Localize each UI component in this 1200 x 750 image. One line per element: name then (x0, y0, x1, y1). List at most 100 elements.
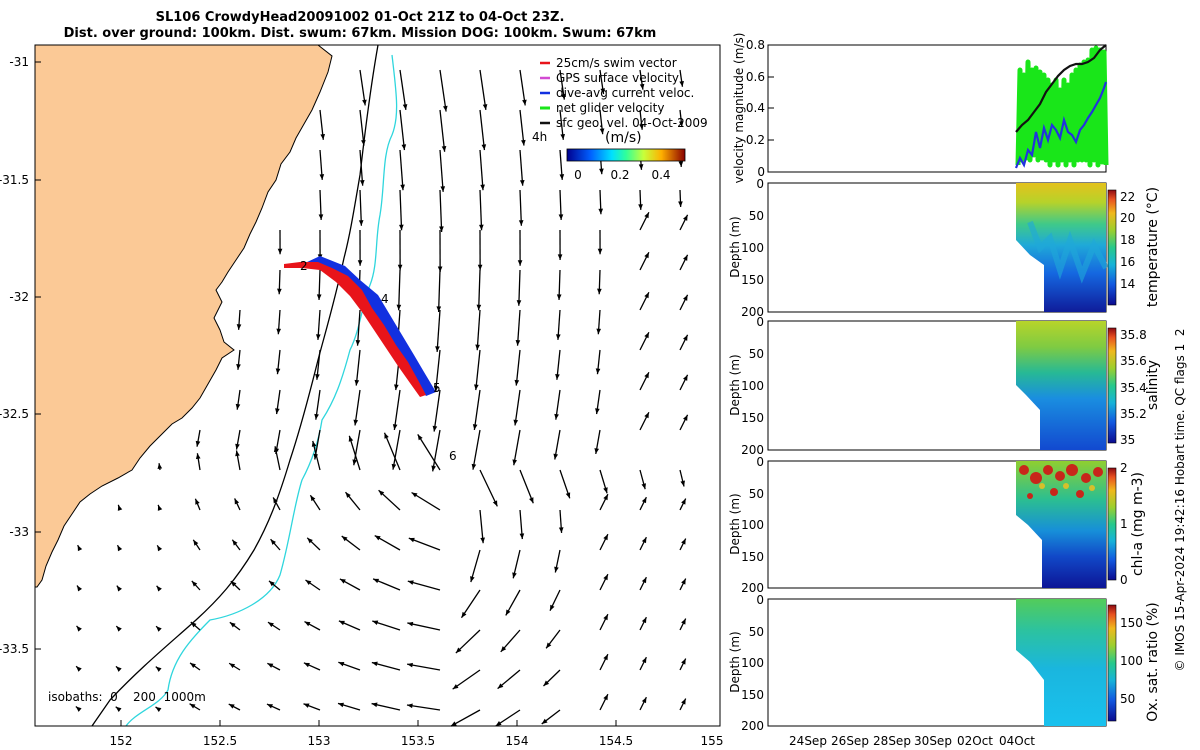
track-label-6: 6 (449, 449, 457, 463)
current-arrowhead (553, 453, 559, 460)
current-arrowhead (519, 533, 525, 540)
current-arrow (460, 589, 481, 619)
current-arrowhead (157, 504, 163, 511)
current-arrowhead (115, 666, 122, 672)
current-arrowhead (641, 617, 647, 624)
chl-cbtick: 0 (1120, 573, 1128, 587)
current-arrowhead (341, 536, 348, 542)
salinity-panel: 0 50 100 150 200 Depth (m) 35 35.2 35.4 … (728, 315, 1161, 457)
current-arrowhead (603, 694, 608, 701)
current-arrowhead (514, 379, 520, 386)
current-arrowhead (516, 300, 522, 306)
current-arrowhead (521, 139, 526, 146)
current-arrowhead (471, 463, 477, 470)
temp-ytick: 200 (741, 305, 764, 319)
current-arrowhead (357, 260, 363, 266)
current-arrowhead (307, 537, 313, 544)
current-arrowhead (193, 539, 199, 546)
current-vector-field (75, 69, 689, 727)
current-arrowhead (470, 576, 475, 583)
map-xtick: 154.5 (599, 734, 633, 748)
temp-ytick: 50 (749, 209, 764, 223)
current-arrowhead (638, 204, 643, 210)
vel-ylabel: velocity magnitude (m/s) (732, 33, 746, 184)
current-arrowhead (482, 104, 488, 110)
current-arrowhead (116, 626, 122, 632)
current-arrow (518, 269, 521, 306)
current-arrowhead (273, 497, 278, 504)
current-arrow (407, 580, 441, 591)
current-arrowhead (229, 622, 236, 628)
ox-cbtick: 100 (1120, 654, 1143, 668)
title-line-1: SL106 CrowdyHead20091002 01-Oct 21Z to 0… (155, 10, 565, 25)
current-arrowhead (399, 224, 404, 231)
sal-ylabel: Depth (m) (728, 354, 742, 415)
current-arrowhead (316, 294, 322, 300)
current-arrowhead (683, 294, 688, 301)
chl-cblabel: chl-a (mg m-3) (1130, 472, 1146, 576)
current-arrowhead (76, 625, 82, 632)
current-arrowhead (679, 80, 684, 87)
current-arrowhead (683, 254, 688, 261)
temp-cbtick: 20 (1120, 211, 1135, 225)
current-arrowhead (680, 480, 685, 487)
current-arrowhead (436, 306, 442, 312)
current-arrowhead (641, 577, 647, 584)
current-arrowhead (115, 706, 122, 712)
current-arrowhead (191, 580, 198, 587)
current-arrow (519, 109, 525, 146)
current-arrowhead (603, 574, 608, 581)
current-arrow (399, 189, 403, 231)
current-arrowhead (641, 537, 647, 544)
current-arrow (434, 349, 441, 392)
current-arrowhead (555, 334, 561, 340)
date-tick: 02Oct (957, 734, 993, 748)
current-arrow (513, 429, 521, 466)
salinity-section (1016, 321, 1106, 450)
current-arrowhead (277, 288, 282, 295)
isobath-200 (91, 44, 379, 727)
current-arrowhead (228, 704, 235, 709)
current-arrowhead (517, 260, 523, 266)
temp-cbtick: 14 (1120, 277, 1135, 291)
sal-ytick: 100 (741, 379, 764, 393)
current-arrowhead (559, 174, 565, 180)
vel-ytick: 0.4 (746, 101, 765, 115)
current-arrow (516, 309, 521, 346)
current-arrowhead (477, 264, 483, 271)
current-arrowhead (683, 414, 688, 421)
current-arrowhead (314, 413, 319, 420)
current-arrow (479, 509, 484, 544)
current-arrowhead (546, 642, 552, 649)
current-arrowhead (475, 344, 480, 351)
current-arrow (353, 429, 361, 466)
map-xtick: 152.5 (203, 734, 237, 748)
current-arrowhead (481, 144, 487, 151)
current-arrowhead (495, 721, 502, 727)
current-arrowhead (268, 580, 275, 587)
current-arrowhead (644, 332, 649, 339)
current-arrowhead (116, 585, 122, 592)
current-arrowhead (500, 646, 507, 652)
current-arrowhead (603, 534, 608, 541)
current-arrowhead (235, 443, 240, 450)
date-tick: 30Sep (914, 734, 952, 748)
current-arrowhead (394, 384, 399, 391)
current-arrowhead (681, 498, 686, 505)
current-arrow (439, 149, 444, 192)
current-arrowhead (472, 424, 478, 430)
current-arrowhead (303, 703, 310, 708)
current-arrowhead (681, 618, 686, 625)
current-arrowhead (400, 184, 405, 191)
current-arrowhead (439, 226, 444, 232)
current-arrowhead (441, 145, 447, 152)
sal-ytick: 200 (741, 443, 764, 457)
current-arrowhead (479, 224, 484, 231)
current-arrowhead (452, 684, 459, 690)
current-arrow (472, 429, 481, 470)
current-arrowhead (406, 703, 413, 709)
current-arrowhead (338, 620, 345, 626)
current-arrowhead (355, 340, 361, 346)
current-arrowhead (234, 498, 240, 505)
current-arrow (455, 629, 481, 654)
